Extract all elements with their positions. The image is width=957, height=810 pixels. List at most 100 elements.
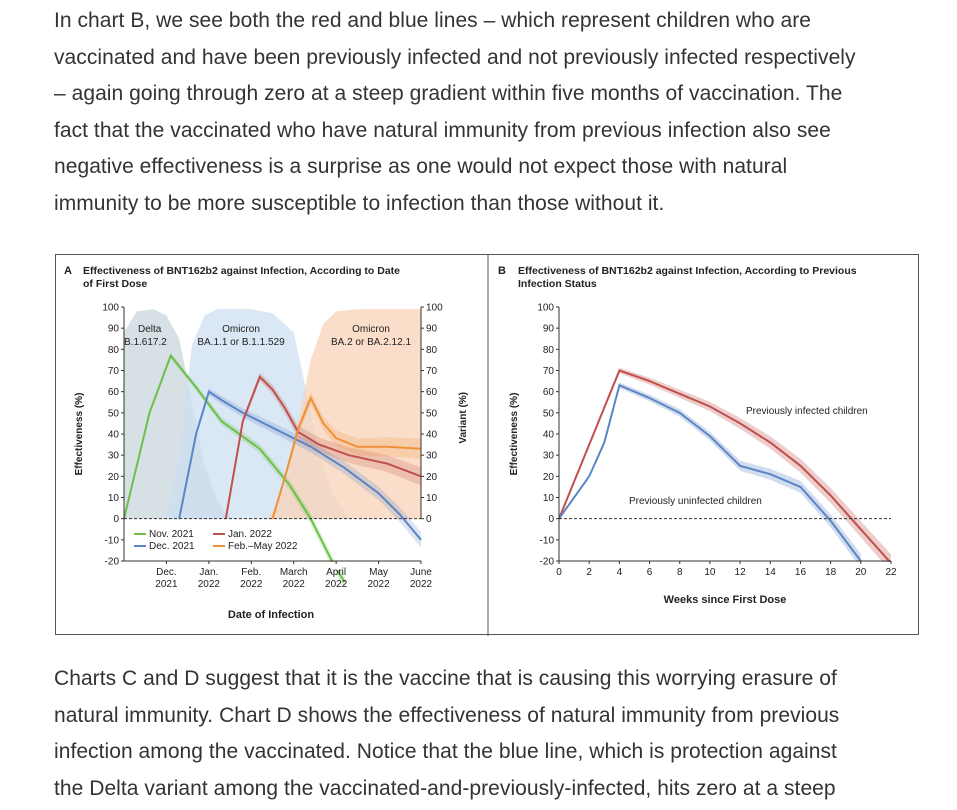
effectiveness-figure: -20 -10 0 10 20 30 40 50 60 70 80 90 100 0 10 20 30 40 50 6… <box>55 254 919 636</box>
y-tick-label: 30 <box>108 451 120 462</box>
y-tick-label: 60 <box>108 387 120 398</box>
x-tick-label: 2022 <box>240 579 263 590</box>
x-tick-label: 2022 <box>283 579 306 590</box>
panel-letter: A <box>64 265 72 277</box>
x-axis-label: Date of Infection <box>228 609 314 621</box>
x-tick-label: 2 <box>586 567 592 578</box>
y-tick-label: -10 <box>540 535 555 546</box>
y-tick-right-label: 40 <box>426 430 438 441</box>
x-tick-label: 20 <box>855 567 867 578</box>
y-tick-label: 80 <box>543 345 555 356</box>
variant-sub: BA.1.1 or B.1.1.529 <box>197 337 285 348</box>
variant-name: Omicron <box>222 324 260 335</box>
legend-label: Nov. 2021 <box>149 529 194 540</box>
y-tick-label: 100 <box>537 303 554 314</box>
y-tick-label: 70 <box>543 366 555 377</box>
y-tick-label: 90 <box>108 324 120 335</box>
paragraph-charts-c-d: Charts C and D suggest that it is the va… <box>54 661 924 807</box>
text-line: immunity to be more susceptible to infec… <box>54 191 665 215</box>
y-tick-label: 100 <box>102 303 119 314</box>
y-tick-label: 50 <box>543 408 555 419</box>
y-tick-right-label: 0 <box>426 514 432 525</box>
text-line: vaccinated and have been previously infe… <box>54 45 856 69</box>
text-line: negative effectiveness is a surprise as … <box>54 155 788 178</box>
x-tick-label: 2022 <box>367 579 390 590</box>
y-tick-label: 20 <box>543 472 555 483</box>
panel-letter: B <box>498 265 506 277</box>
x-tick-label: 14 <box>765 567 777 578</box>
panel-b: -20 -10 0 10 20 30 40 50 60 70 80 90 100 0 2 4 6 8 10 12 14 1… <box>498 265 899 606</box>
y-tick-right-label: 10 <box>426 493 438 504</box>
y-tick-label: 60 <box>543 387 555 398</box>
text-line: fact that the vaccinated who have natura… <box>54 118 831 142</box>
chart-title: Effectiveness of BNT162b2 against Infect… <box>518 265 857 277</box>
y-tick-label: 80 <box>108 345 120 356</box>
legend-label: Dec. 2021 <box>149 541 195 552</box>
x-tick-label: 0 <box>556 567 562 578</box>
y-axis-right-label: Variant (%) <box>458 392 469 444</box>
y-tick-label: 10 <box>543 493 555 504</box>
x-tick-label: 4 <box>617 567 623 578</box>
series-line <box>271 395 422 519</box>
variant-sub: BA.2 or BA.2.12.1 <box>331 337 411 348</box>
x-tick-label: 8 <box>677 567 683 578</box>
variant-area <box>268 309 421 519</box>
x-tick-label: 10 <box>704 567 716 578</box>
chart-title: of First Dose <box>83 278 147 290</box>
y-tick-right-label: 30 <box>426 451 438 462</box>
y-tick-label: 90 <box>543 324 555 335</box>
y-tick-label: 70 <box>108 366 120 377</box>
text-line: infection among the vaccinated. Notice t… <box>54 740 837 763</box>
x-tick-label: Dec. <box>156 567 177 578</box>
y-tick-label: -20 <box>540 557 555 568</box>
axis-mask <box>551 562 899 570</box>
y-tick-label: 0 <box>113 514 119 525</box>
x-tick-label: 2022 <box>325 579 348 590</box>
chart-title: Infection Status <box>518 278 597 290</box>
variant-name: Omicron <box>352 324 390 335</box>
paragraph-chart-b-explanation: In chart B, we see both the red and blue… <box>54 3 924 222</box>
y-tick-label: 10 <box>108 493 120 504</box>
y-axis-label: Effectiveness (%) <box>74 393 85 476</box>
y-tick-right-label: 90 <box>426 324 438 335</box>
y-axis-label: Effectiveness (%) <box>509 393 520 476</box>
y-tick-right-label: 100 <box>426 303 443 314</box>
text-line: the Delta variant among the vaccinated-a… <box>54 776 836 800</box>
y-tick-label: 40 <box>108 430 120 441</box>
x-tick-label: Jan. <box>199 567 218 578</box>
legend-label: Feb.–May 2022 <box>228 541 298 552</box>
text-line: natural immunity. Chart D shows the effe… <box>54 703 840 727</box>
y-tick-label: 20 <box>108 472 120 483</box>
variant-name: Delta <box>138 324 162 335</box>
series-line <box>558 383 862 562</box>
text-line: In chart B, we see both the red and blue… <box>54 9 811 32</box>
chart-title: Effectiveness of BNT162b2 against Infect… <box>83 265 400 277</box>
y-tick-right-label: 20 <box>426 472 438 483</box>
x-tick-label: 6 <box>647 567 653 578</box>
y-tick-right-label: 80 <box>426 345 438 356</box>
x-tick-label: 22 <box>885 567 897 578</box>
x-tick-label: 2021 <box>155 579 178 590</box>
x-tick-label: Feb. <box>241 567 261 578</box>
x-tick-label: May <box>369 567 388 578</box>
x-tick-label: April <box>326 567 346 578</box>
y-tick-right-label: 70 <box>426 366 438 377</box>
y-tick-right-label: 60 <box>426 387 438 398</box>
y-tick-label: -10 <box>105 535 120 546</box>
y-tick-right-label: 50 <box>426 408 438 419</box>
y-tick-label: 50 <box>108 408 120 419</box>
series-line <box>178 390 422 541</box>
axis-mask <box>116 562 429 570</box>
x-tick-label: June <box>410 567 432 578</box>
text-line: – again going through zero at a steep gr… <box>54 82 843 105</box>
x-tick-label: 2022 <box>410 579 433 590</box>
figure-svg: -20-100102030405060708090100010203040506… <box>64 255 899 636</box>
x-tick-label: 2022 <box>198 579 221 590</box>
text-line: Charts C and D suggest that it is the va… <box>54 667 837 690</box>
x-tick-label: 18 <box>825 567 837 578</box>
y-tick-label: 40 <box>543 430 555 441</box>
panel-a: -20 -10 0 10 20 30 40 50 60 70 80 90 100 0 10 20 30 40 50 6… <box>64 265 469 621</box>
variant-sub: B.1.617.2 <box>124 337 167 348</box>
series-line <box>224 375 422 519</box>
series-line <box>558 369 892 564</box>
